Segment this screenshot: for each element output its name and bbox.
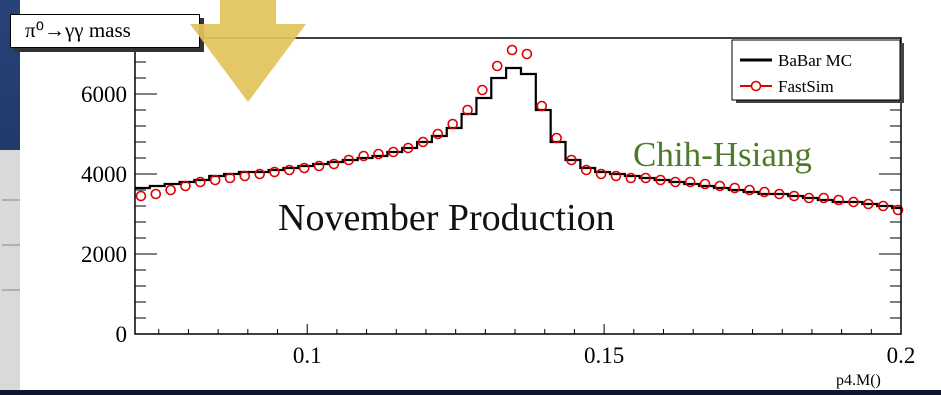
fastsim-marker <box>269 166 280 178</box>
fastsim-marker <box>298 162 310 174</box>
series-layer <box>135 44 904 216</box>
production-label: November Production <box>278 197 615 239</box>
babar-mc-step-line <box>135 66 901 210</box>
x-tick-label: 0.15 <box>584 343 624 368</box>
fastsim-marker <box>566 154 577 166</box>
fastsim-marker <box>818 192 830 204</box>
fastsim-marker <box>670 176 681 188</box>
y-tick-label: 0 <box>116 322 128 347</box>
y-tick-label: 4000 <box>81 162 127 187</box>
fastsim-marker <box>655 174 666 186</box>
x-tick-label: 0.2 <box>887 343 916 368</box>
fastsim-marker <box>477 84 488 96</box>
fastsim-marker <box>209 174 221 186</box>
fastsim-marker <box>239 170 251 182</box>
fastsim-marker <box>788 190 800 202</box>
fastsim-marker <box>373 148 384 160</box>
fastsim-marker <box>759 186 770 198</box>
fastsim-marker <box>625 172 637 184</box>
fastsim-marker <box>610 170 622 182</box>
fastsim-marker <box>551 132 562 144</box>
down-arrow-icon <box>190 0 306 102</box>
x-tick-label: 0.1 <box>293 343 322 368</box>
fastsim-marker <box>640 172 651 184</box>
title-box: π⁰→γγ mass <box>10 14 200 48</box>
root-histogram-panel: 0 2000 4000 6000 0.1 0.15 0.2 November Produc… <box>10 0 941 390</box>
fastsim-marker <box>699 178 711 190</box>
fastsim-marker <box>462 104 473 116</box>
fastsim-marker <box>536 100 548 112</box>
fastsim-marker <box>684 176 696 188</box>
fastsim-marker <box>343 154 355 166</box>
fastsim-marker <box>744 184 755 196</box>
fastsim-marker <box>254 168 265 180</box>
fastsim-marker <box>892 204 904 216</box>
legend-fastsim-marker <box>750 80 762 92</box>
fastsim-marker <box>388 146 399 158</box>
fastsim-marker <box>773 188 785 200</box>
chart-title: π⁰→γγ mass <box>25 18 131 42</box>
y-tick-label: 6000 <box>81 82 127 107</box>
fastsim-marker <box>833 194 844 206</box>
fastsim-marker <box>224 172 236 184</box>
fastsim-marker <box>803 192 815 204</box>
fastsim-marker <box>165 184 176 196</box>
y-tick-label: 2000 <box>81 242 127 267</box>
fastsim-marker <box>417 136 429 148</box>
fastsim-marker <box>150 188 162 200</box>
mass-histogram-chart: 0 2000 4000 6000 0.1 0.15 0.2 November Produc… <box>20 0 941 390</box>
fastsim-marker <box>195 176 206 188</box>
fastsim-marker <box>729 182 741 194</box>
fastsim-marker <box>877 200 889 212</box>
fastsim-marker <box>135 190 147 202</box>
fastsim-marker <box>595 168 607 180</box>
fastsim-marker <box>358 150 369 162</box>
fastsim-marker <box>521 48 533 60</box>
fastsim-marker <box>284 164 295 176</box>
chart-legend: BaBar MC FastSim <box>731 39 904 103</box>
fastsim-marker <box>402 142 414 154</box>
fastsim-marker <box>447 118 458 130</box>
fastsim-marker <box>491 60 503 72</box>
fastsim-marker <box>313 160 325 172</box>
fastsim-marker <box>848 196 859 208</box>
x-tick-layer: 0.1 0.15 0.2 <box>158 324 916 368</box>
fastsim-marker <box>432 128 444 140</box>
fastsim-marker <box>506 44 518 56</box>
plot-frame <box>134 37 902 335</box>
fastsim-marker <box>714 180 726 192</box>
fastsim-marker <box>180 180 191 192</box>
fastsim-marker <box>580 164 592 176</box>
fastsim-marker <box>328 158 340 170</box>
fastsim-marker <box>863 198 874 210</box>
legend-babar-label: BaBar MC <box>778 51 852 70</box>
x-axis-label: p4.M() <box>836 372 881 389</box>
author-label: Chih-Hsiang <box>633 135 812 174</box>
legend-fastsim-label: FastSim <box>778 77 834 96</box>
